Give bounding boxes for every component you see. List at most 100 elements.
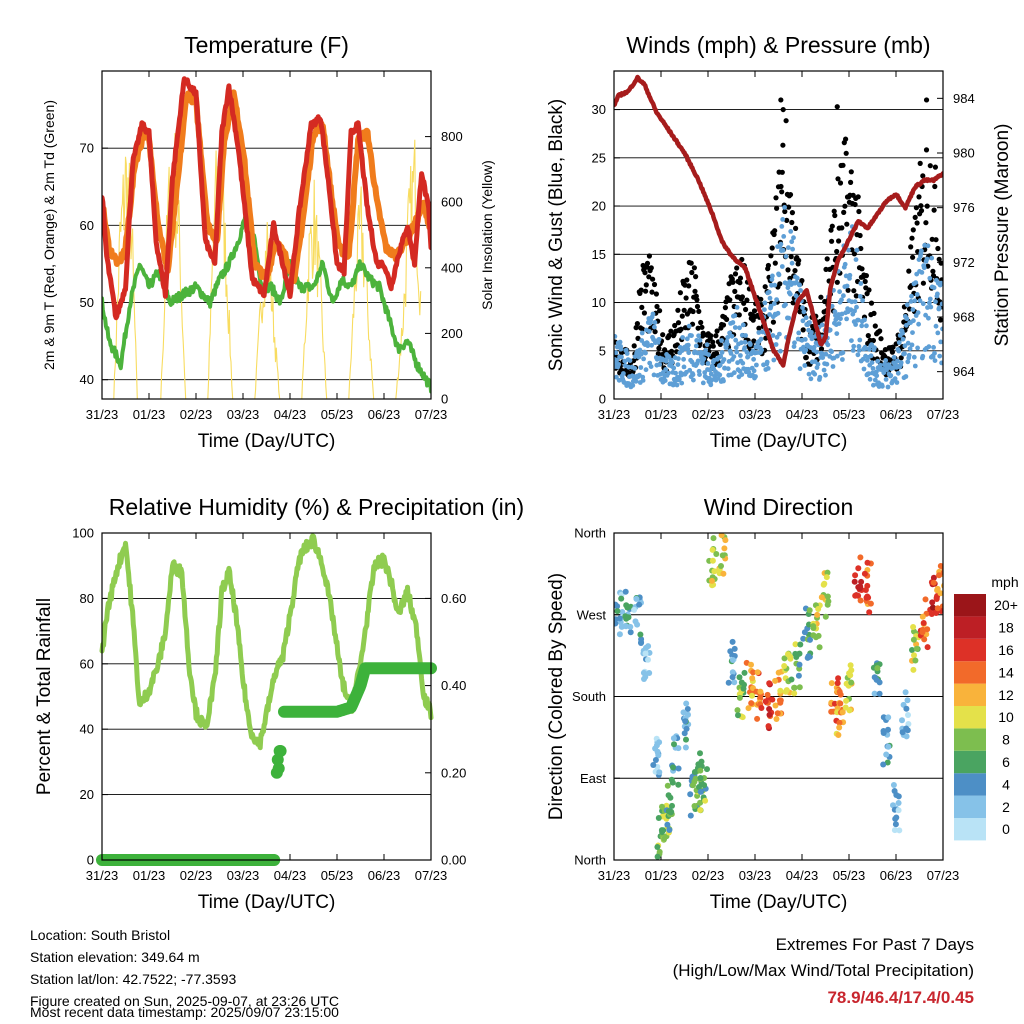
wind-point: [643, 350, 648, 356]
wind-point: [786, 315, 792, 321]
wind-point: [731, 370, 737, 376]
precip-line: [96, 662, 437, 866]
wind-point: [840, 350, 846, 356]
gust-point: [906, 268, 912, 274]
wind-point: [789, 260, 795, 266]
wind-point: [751, 368, 757, 374]
plot-border: [101, 532, 432, 861]
direction-point: [614, 601, 619, 608]
y-tick-label: 80: [80, 591, 94, 606]
x-tick-label: 31/23: [598, 407, 631, 422]
direction-point: [765, 723, 772, 730]
gust-point: [675, 320, 682, 326]
wind-point: [744, 349, 750, 355]
wind-point: [770, 273, 775, 279]
gust-point: [768, 253, 774, 259]
direction-point: [740, 685, 747, 692]
wind-point: [885, 384, 891, 390]
wind-point: [673, 370, 678, 376]
direction-point: [656, 769, 663, 776]
direction-point: [823, 574, 830, 581]
wind-point: [614, 334, 618, 339]
direction-point: [910, 636, 917, 643]
direction-point: [721, 545, 728, 552]
wind-point: [690, 372, 696, 378]
gust-point: [848, 179, 854, 185]
wind-point: [780, 217, 786, 222]
wind-point: [676, 376, 682, 382]
gust-point: [862, 278, 868, 285]
wind-point: [808, 376, 814, 382]
gust-point: [878, 336, 884, 342]
wind-point: [687, 367, 693, 373]
wind-point: [932, 350, 937, 356]
y2-tick-label: 800: [441, 129, 463, 144]
wind-point: [774, 297, 779, 302]
plot-border: [613, 532, 944, 861]
wind-point: [632, 366, 638, 371]
direction-point: [684, 706, 691, 712]
direction-point: [922, 596, 929, 603]
wind-point: [927, 300, 932, 306]
gust-point: [843, 136, 849, 142]
direction-point: [783, 687, 790, 694]
direction-point: [910, 666, 917, 673]
direction-point: [791, 684, 798, 691]
panel-humidity: 31/23 01/23 02/23 03/23 04/23 05/23 06/23 07/23…: [34, 494, 524, 913]
wind-point: [762, 307, 767, 312]
wind-point: [700, 380, 706, 386]
direction-point: [766, 711, 773, 718]
wind-point: [905, 340, 911, 346]
gust-point: [660, 332, 666, 338]
wind-point: [739, 340, 744, 346]
wind-point: [733, 337, 739, 343]
x-tick-label: 02/23: [180, 868, 213, 883]
wind-point: [832, 309, 838, 315]
x-tick-label: 05/23: [321, 407, 354, 422]
wind-point: [762, 300, 768, 306]
gust-point: [829, 238, 835, 244]
x-tick-label: 31/23: [598, 868, 631, 883]
wind-point: [691, 377, 696, 383]
y2-tick-label: 0.40: [441, 678, 466, 693]
wind-point: [800, 318, 806, 324]
gust-point: [787, 192, 794, 198]
direction-point: [719, 552, 726, 559]
direction-point: [645, 643, 652, 650]
y-tick-label: South: [572, 689, 606, 704]
gust-point: [730, 279, 736, 285]
wind-point: [778, 241, 784, 247]
gust-point: [822, 298, 828, 305]
gust-point: [918, 203, 924, 209]
x-tick-label: 31/23: [86, 407, 119, 422]
wind-point: [916, 257, 922, 262]
wind-point: [817, 374, 823, 380]
wind-point: [846, 247, 851, 253]
direction-point: [654, 853, 661, 860]
wind-point: [857, 337, 863, 343]
wind-point: [767, 295, 773, 301]
direction-point: [921, 636, 928, 643]
gust-point: [824, 256, 830, 262]
gust-point: [650, 276, 656, 282]
x-tick-label: 01/23: [133, 407, 166, 422]
wind-point: [630, 383, 636, 388]
gust-point: [863, 273, 870, 279]
direction-point: [810, 623, 817, 630]
wind-point: [844, 283, 850, 289]
gust-point: [690, 308, 696, 315]
direction-point: [941, 582, 943, 589]
wind-point: [751, 356, 756, 362]
direction-point: [729, 657, 736, 663]
direction-point: [697, 775, 704, 781]
x-tick-label: 06/23: [880, 868, 913, 883]
direction-point: [625, 614, 632, 621]
wind-point: [811, 344, 817, 350]
wind-point: [860, 298, 865, 303]
direction-point: [663, 802, 670, 809]
direction-point: [863, 594, 870, 601]
wind-point: [645, 343, 651, 349]
wind-point: [674, 382, 680, 388]
wind-point: [794, 275, 800, 281]
precip-point: [274, 745, 287, 757]
